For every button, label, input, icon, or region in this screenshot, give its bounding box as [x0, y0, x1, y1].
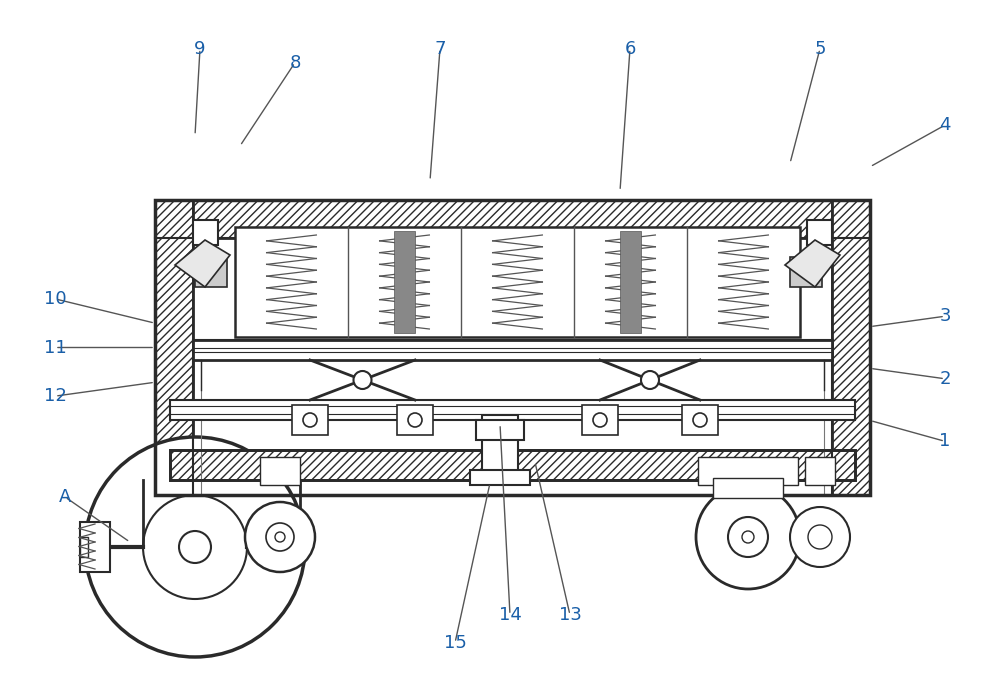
Circle shape — [303, 413, 317, 427]
Circle shape — [728, 517, 768, 557]
Text: 3: 3 — [939, 307, 951, 325]
Circle shape — [266, 523, 294, 551]
Text: 7: 7 — [434, 40, 446, 58]
Bar — [235, 227, 800, 337]
Text: 12: 12 — [44, 387, 66, 405]
Bar — [807, 220, 832, 245]
Text: 1: 1 — [939, 432, 951, 450]
Text: 11: 11 — [44, 338, 66, 357]
Text: 2: 2 — [939, 370, 951, 388]
Text: 10: 10 — [44, 290, 66, 308]
Circle shape — [143, 495, 247, 599]
Bar — [482, 415, 518, 480]
Text: 5: 5 — [814, 40, 826, 58]
Bar — [397, 405, 433, 435]
Polygon shape — [785, 240, 840, 287]
Bar — [470, 470, 530, 485]
Text: 15: 15 — [444, 634, 466, 652]
Bar — [195, 257, 227, 287]
Circle shape — [275, 532, 285, 542]
Circle shape — [245, 502, 315, 572]
Bar — [260, 457, 300, 485]
Bar — [292, 405, 328, 435]
Text: 6: 6 — [624, 40, 636, 58]
Bar — [805, 457, 835, 485]
Circle shape — [790, 507, 850, 567]
Circle shape — [85, 437, 305, 657]
Bar — [170, 400, 855, 420]
Bar — [713, 478, 783, 498]
Bar — [476, 420, 524, 440]
Bar — [193, 220, 218, 245]
Bar — [620, 231, 641, 333]
Text: A: A — [59, 488, 71, 506]
Bar — [80, 522, 110, 572]
Circle shape — [693, 413, 707, 427]
Bar — [394, 231, 415, 333]
Bar — [698, 457, 798, 485]
Circle shape — [808, 525, 832, 549]
Text: 14: 14 — [499, 606, 521, 624]
Bar — [155, 200, 193, 495]
Bar — [582, 405, 618, 435]
Bar — [682, 405, 718, 435]
Text: 9: 9 — [194, 40, 206, 58]
Bar — [170, 450, 855, 480]
Circle shape — [742, 531, 754, 543]
Circle shape — [179, 531, 211, 563]
Circle shape — [354, 371, 372, 389]
Bar — [193, 340, 832, 360]
Circle shape — [408, 413, 422, 427]
Bar — [80, 537, 88, 557]
Text: 13: 13 — [559, 606, 581, 624]
Bar — [790, 257, 822, 287]
Text: 4: 4 — [939, 116, 951, 134]
Circle shape — [641, 371, 659, 389]
Bar — [155, 200, 870, 495]
Circle shape — [593, 413, 607, 427]
Text: 8: 8 — [289, 54, 301, 72]
Polygon shape — [175, 240, 230, 287]
Bar — [170, 450, 855, 480]
Bar — [832, 200, 870, 495]
Circle shape — [696, 485, 800, 589]
Bar — [155, 200, 870, 238]
